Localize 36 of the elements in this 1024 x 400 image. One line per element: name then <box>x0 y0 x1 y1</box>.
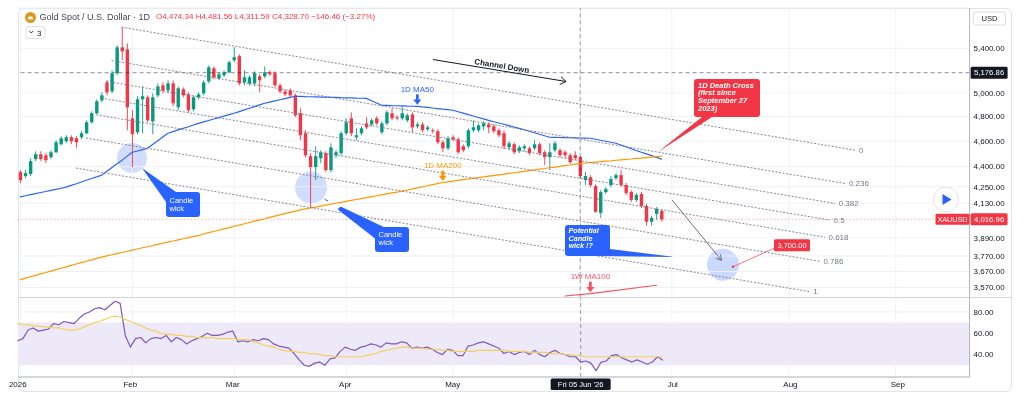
y-tick-label: 4,400.00 <box>973 162 1006 172</box>
y-tick-label: 5,400.00 <box>973 44 1006 54</box>
y-tick-label: 5,000.00 <box>973 88 1006 98</box>
x-tick-label: Mar <box>225 380 240 390</box>
y-tick-label: 3,890.00 <box>973 233 1006 243</box>
series-label: 0.382 <box>838 199 860 209</box>
y-tick-label: 4,600.00 <box>973 136 1006 146</box>
x-tick-label: May <box>445 380 461 390</box>
x-tick-label: Feb <box>123 380 138 390</box>
x-tick-label: Jul <box>667 380 679 390</box>
series-label: 1 <box>813 287 819 297</box>
y-tick-label: 4,250.00 <box>973 182 1006 192</box>
series-label: 0.786 <box>823 257 844 267</box>
y-tick-label: 4,130.00 <box>973 199 1006 209</box>
annotation: 3 <box>37 28 42 38</box>
chart-title: Gold Spot / U.S. Dollar · 1D <box>39 11 151 23</box>
y-tick-label: 40.00 <box>973 350 995 360</box>
series-label: 1D MA200 <box>423 161 463 171</box>
annotation: Channel Down <box>473 57 531 76</box>
series-label: 1D MA50 <box>400 84 435 94</box>
y-tick-label: 80.00 <box>973 308 995 318</box>
series-label: 0.5 <box>833 215 846 225</box>
series-label: 0.236 <box>848 179 870 189</box>
x-tick-label: Aug <box>783 380 798 390</box>
text: O4,474.34 H4,481.56 L4,311.59 C4,328.70 −146.46 (−3.27%) <box>156 11 376 23</box>
series-label: 1W MA100 <box>570 272 611 282</box>
x-tick-label: 2026 <box>8 380 28 390</box>
y-tick-label: 3,670.00 <box>973 267 1006 277</box>
x-tick-label: Sep <box>890 380 906 390</box>
x-tick-label: Apr <box>339 380 352 390</box>
series-label: 0.618 <box>828 232 850 242</box>
series-label: 0 <box>859 146 865 156</box>
y-tick-label: 60.00 <box>973 329 995 339</box>
y-tick-label: 3,570.00 <box>973 283 1006 293</box>
y-tick-label: 3,770.00 <box>973 251 1006 261</box>
y-tick-label: 4,800.00 <box>973 112 1006 122</box>
